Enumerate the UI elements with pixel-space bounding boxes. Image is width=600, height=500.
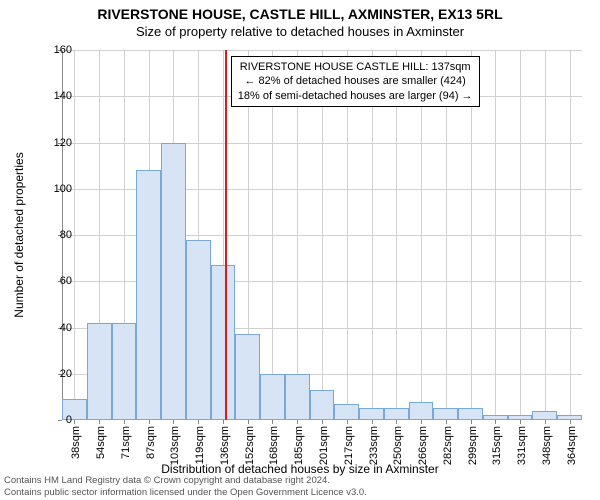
- x-tick-label: 168sqm: [268, 426, 280, 465]
- chart-subtitle: Size of property relative to detached ho…: [0, 22, 600, 39]
- histogram-bar: [359, 408, 384, 420]
- x-tick-label: 54sqm: [95, 426, 107, 459]
- histogram-bar: [334, 404, 359, 420]
- x-tick-label: 299sqm: [467, 426, 479, 465]
- histogram-bar: [186, 240, 211, 420]
- reference-line: [225, 50, 227, 420]
- x-tick-mark: [297, 420, 298, 424]
- chart-container: RIVERSTONE HOUSE, CASTLE HILL, AXMINSTER…: [0, 0, 600, 500]
- histogram-bar: [87, 323, 112, 420]
- y-tick-label: 60: [42, 275, 72, 287]
- x-tick-mark: [372, 420, 373, 424]
- histogram-bar: [136, 170, 161, 420]
- histogram-bar: [557, 415, 582, 420]
- x-tick-mark: [446, 420, 447, 424]
- x-tick-mark: [198, 420, 199, 424]
- x-tick-mark: [347, 420, 348, 424]
- x-tick-label: 38sqm: [70, 426, 82, 459]
- footer-line-2: Contains public sector information licen…: [4, 487, 367, 498]
- x-tick-label: 233sqm: [368, 426, 380, 465]
- x-tick-mark: [471, 420, 472, 424]
- y-tick-label: 120: [42, 137, 72, 149]
- x-tick-label: 217sqm: [343, 426, 355, 465]
- x-tick-label: 315sqm: [491, 426, 503, 465]
- x-tick-mark: [396, 420, 397, 424]
- footer-line-1: Contains HM Land Registry data © Crown c…: [4, 475, 367, 486]
- histogram-bar: [433, 408, 458, 420]
- x-tick-mark: [570, 420, 571, 424]
- x-tick-label: 364sqm: [566, 426, 578, 465]
- x-tick-label: 331sqm: [516, 426, 528, 465]
- x-tick-mark: [545, 420, 546, 424]
- gridline-v: [520, 50, 521, 420]
- x-tick-mark: [149, 420, 150, 424]
- y-tick-label: 80: [42, 229, 72, 241]
- y-tick-label: 20: [42, 368, 72, 380]
- x-tick-label: 103sqm: [169, 426, 181, 465]
- x-tick-label: 71sqm: [120, 426, 132, 459]
- y-tick-label: 40: [42, 322, 72, 334]
- histogram-bar: [384, 408, 409, 420]
- x-tick-mark: [248, 420, 249, 424]
- gridline-v: [74, 50, 75, 420]
- x-tick-mark: [495, 420, 496, 424]
- x-tick-label: 282sqm: [442, 426, 454, 465]
- x-tick-mark: [272, 420, 273, 424]
- x-tick-label: 185sqm: [293, 426, 305, 465]
- histogram-bar: [235, 334, 260, 420]
- histogram-bar: [532, 411, 557, 420]
- y-tick-label: 0: [42, 414, 72, 426]
- x-tick-mark: [124, 420, 125, 424]
- chart-title: RIVERSTONE HOUSE, CASTLE HILL, AXMINSTER…: [0, 0, 600, 22]
- x-tick-mark: [173, 420, 174, 424]
- annotation-line-2: ← 82% of detached houses are smaller (42…: [238, 74, 473, 88]
- footer-attribution: Contains HM Land Registry data © Crown c…: [4, 475, 367, 498]
- gridline-v: [570, 50, 571, 420]
- histogram-bar: [310, 390, 335, 420]
- y-tick-label: 100: [42, 183, 72, 195]
- x-tick-label: 201sqm: [318, 426, 330, 465]
- x-tick-mark: [322, 420, 323, 424]
- gridline-v: [545, 50, 546, 420]
- annotation-line-3: 18% of semi-detached houses are larger (…: [238, 89, 473, 103]
- x-tick-label: 266sqm: [417, 426, 429, 465]
- x-tick-label: 136sqm: [219, 426, 231, 465]
- histogram-bar: [260, 374, 285, 420]
- histogram-bar: [112, 323, 137, 420]
- y-tick-label: 160: [42, 44, 72, 56]
- histogram-bar: [483, 415, 508, 420]
- x-tick-mark: [223, 420, 224, 424]
- x-tick-mark: [421, 420, 422, 424]
- y-axis-title: Number of detached properties: [12, 152, 26, 317]
- x-tick-mark: [520, 420, 521, 424]
- x-tick-label: 119sqm: [194, 426, 206, 464]
- histogram-bar: [285, 374, 310, 420]
- x-tick-mark: [74, 420, 75, 424]
- x-tick-label: 87sqm: [145, 426, 157, 459]
- histogram-bar: [458, 408, 483, 420]
- annotation-line-1: RIVERSTONE HOUSE CASTLE HILL: 137sqm: [238, 60, 473, 74]
- histogram-bar: [508, 415, 533, 420]
- y-tick-label: 140: [42, 90, 72, 102]
- x-tick-label: 152sqm: [244, 426, 256, 465]
- annotation-box: RIVERSTONE HOUSE CASTLE HILL: 137sqm ← 8…: [231, 56, 480, 107]
- histogram-bar: [161, 143, 186, 421]
- x-tick-label: 348sqm: [541, 426, 553, 465]
- histogram-bar: [409, 402, 434, 421]
- x-tick-mark: [99, 420, 100, 424]
- plot-area: RIVERSTONE HOUSE CASTLE HILL: 137sqm ← 8…: [62, 50, 582, 420]
- gridline-v: [495, 50, 496, 420]
- x-tick-label: 250sqm: [392, 426, 404, 465]
- histogram-bar: [211, 265, 236, 420]
